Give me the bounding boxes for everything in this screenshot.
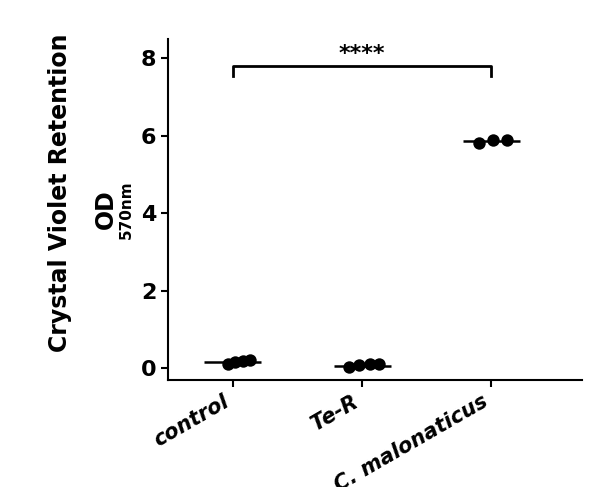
- Point: [365, 360, 374, 368]
- Point: [223, 360, 232, 368]
- Point: [502, 136, 512, 144]
- Text: Crystal Violet Retention: Crystal Violet Retention: [49, 33, 73, 352]
- Text: 570nm: 570nm: [119, 180, 134, 239]
- Point: [245, 356, 254, 364]
- Point: [474, 139, 484, 147]
- Text: OD: OD: [94, 189, 118, 229]
- Point: [238, 357, 248, 365]
- Point: [374, 360, 383, 368]
- Text: ****: ****: [339, 44, 385, 64]
- Point: [230, 358, 240, 366]
- Point: [355, 361, 364, 369]
- Point: [488, 136, 497, 144]
- Point: [344, 364, 354, 372]
